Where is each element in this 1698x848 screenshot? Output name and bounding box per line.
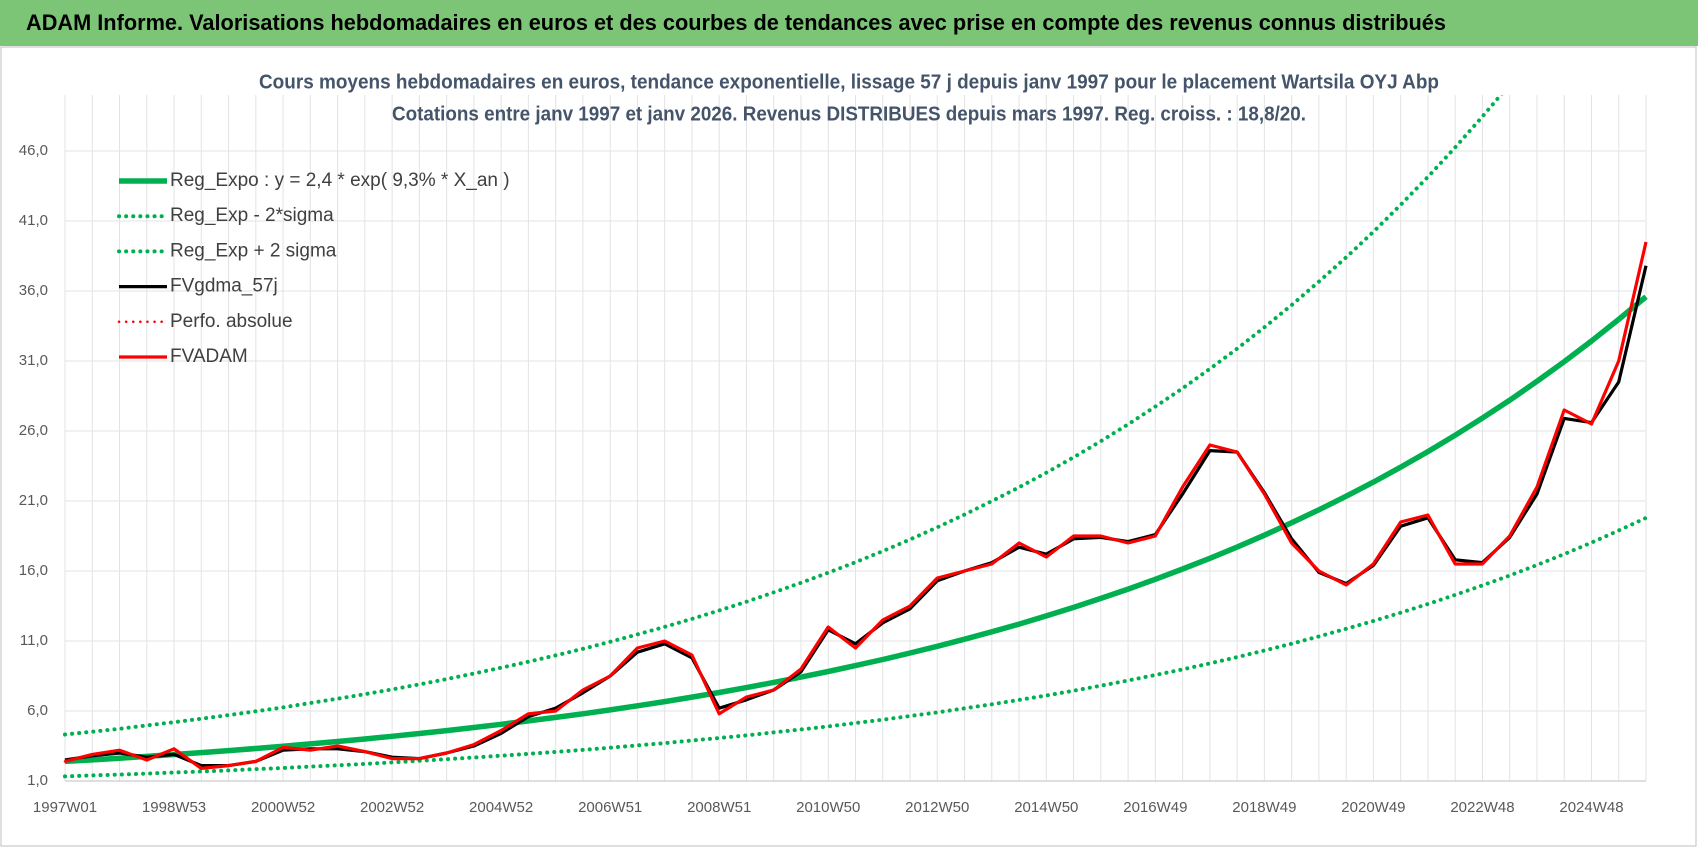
header-bar (0, 0, 1698, 46)
y-tick-label: 31,0 (19, 352, 48, 369)
y-tick-label: 46,0 (19, 142, 48, 159)
x-tick-label: 2002W52 (360, 799, 424, 816)
legend-label: Reg_Exp - 2*sigma (170, 205, 334, 226)
series-line (64, 294, 1648, 765)
series-line (63, 515, 1648, 779)
y-tick-label: 16,0 (19, 562, 48, 579)
y-tick-label: 41,0 (19, 212, 48, 229)
x-tick-label: 2018W49 (1232, 799, 1296, 816)
subtitle-bg (254, 70, 1444, 94)
x-tick-label: 2008W51 (687, 799, 751, 816)
y-tick-label: 6,0 (27, 702, 48, 719)
legend-label: Reg_Exp + 2 sigma (170, 240, 337, 261)
x-tick-label: 2014W50 (1014, 799, 1078, 816)
frame (0, 46, 1697, 847)
x-tick-label: 2020W49 (1341, 799, 1405, 816)
series-line (64, 241, 1648, 770)
x-tick-label: 2006W51 (578, 799, 642, 816)
x-tick-label: 1998W53 (142, 799, 206, 816)
y-tick-label: 1,0 (27, 772, 48, 789)
x-tick-label: 1997W01 (33, 799, 97, 816)
x-tick-label: 2010W50 (796, 799, 860, 816)
page-title: ADAM Informe. Valorisations hebdomadaire… (26, 10, 1446, 35)
plot-area (63, 95, 1648, 782)
legend-label: FVADAM (170, 346, 248, 367)
x-tick-label: 2022W48 (1450, 799, 1514, 816)
y-tick-label: 11,0 (20, 632, 48, 649)
series-line (63, 95, 1504, 737)
x-tick-label: 2004W52 (469, 799, 533, 816)
legend-label: FVgdma_57j (170, 276, 278, 297)
legend-label: Reg_Expo : y = 2,4 * exp( 9,3% * X_an ) (170, 170, 510, 191)
legend-label: Perfo. absolue (170, 311, 293, 332)
y-tick-label: 36,0 (19, 282, 48, 299)
y-tick-label: 21,0 (19, 492, 48, 509)
x-tick-label: 2024W48 (1559, 799, 1623, 816)
x-tick-label: 2000W52 (251, 799, 315, 816)
x-tick-label: 2012W50 (905, 799, 969, 816)
y-tick-label: 26,0 (19, 422, 48, 439)
x-tick-label: 2016W49 (1123, 799, 1187, 816)
subtitle: Cours moyens hebdomadaires en euros, ten… (259, 71, 1439, 93)
legend: Reg_Expo : y = 2,4 * exp( 9,3% * X_an ) R… (117, 170, 510, 367)
subtitle: Cotations entre janv 1997 et janv 2026. … (392, 103, 1306, 125)
